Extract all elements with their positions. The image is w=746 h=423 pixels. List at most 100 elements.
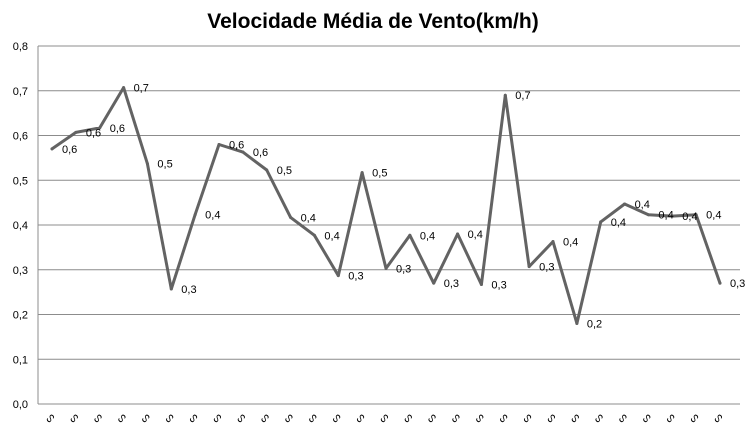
- x-tick-label: ᔕ: [425, 411, 439, 423]
- data-point: [98, 126, 102, 130]
- x-tick-label: ᔕ: [258, 411, 272, 423]
- x-tick-label: ᔕ: [592, 411, 606, 423]
- data-label: 0,4: [611, 217, 626, 229]
- data-label: 0,6: [229, 139, 244, 151]
- data-label: 0,5: [157, 159, 172, 171]
- data-point: [623, 202, 627, 206]
- x-tick-label: ᔕ: [568, 411, 582, 423]
- y-tick-label: 0,4: [13, 220, 28, 232]
- x-tick-label: ᔕ: [496, 411, 510, 423]
- data-label: 0,3: [181, 284, 196, 296]
- y-tick-label: 0,0: [13, 399, 28, 411]
- x-tick-label: ᔕ: [711, 411, 725, 423]
- gridlines: [37, 45, 740, 405]
- series-line: [50, 86, 722, 325]
- data-label: 0,4: [682, 211, 697, 223]
- data-label: 0,3: [396, 263, 411, 275]
- data-label: 0,5: [277, 165, 292, 177]
- data-point: [479, 283, 483, 287]
- x-tick-label: ᔕ: [139, 411, 153, 423]
- x-tick-label: ᔕ: [353, 411, 367, 423]
- y-tick-label: 0,7: [13, 86, 28, 98]
- data-label: 0,6: [62, 144, 77, 156]
- data-point: [50, 147, 54, 151]
- data-point: [289, 215, 293, 219]
- x-tick-label: ᔕ: [162, 411, 176, 423]
- x-tick-label: ᔕ: [401, 411, 415, 423]
- data-label: 0,4: [635, 199, 650, 211]
- x-tick-label: ᔕ: [473, 411, 487, 423]
- x-tick-label: ᔕ: [377, 411, 391, 423]
- data-point: [145, 162, 149, 166]
- y-tick-label: 0,5: [13, 175, 28, 187]
- data-label: 0,3: [491, 280, 506, 292]
- data-label: 0,4: [301, 212, 316, 224]
- data-label: 0,4: [324, 230, 339, 242]
- data-point: [527, 265, 531, 269]
- data-point: [456, 232, 460, 236]
- x-tick-label: ᔕ: [282, 411, 296, 423]
- x-tick-label: ᔕ: [115, 411, 129, 423]
- x-tick-label: ᔕ: [234, 411, 248, 423]
- y-axis-tick-labels: 0,0 0,1 0,2 0,3 0,4 0,5 0,6 0,7 0,8: [13, 41, 28, 411]
- y-tick-label: 0,1: [13, 354, 28, 366]
- y-tick-label: 0,6: [13, 131, 28, 143]
- data-label: 0,3: [444, 278, 459, 290]
- data-label: 0,4: [658, 210, 673, 222]
- data-point: [122, 86, 126, 90]
- x-tick-label: ᔕ: [640, 411, 654, 423]
- data-label: 0,6: [253, 147, 268, 159]
- y-tick-label: 0,8: [13, 41, 28, 53]
- data-point: [432, 281, 436, 285]
- data-point: [408, 233, 412, 237]
- y-tick-label: 0,2: [13, 310, 28, 322]
- data-label: 0,2: [587, 318, 602, 330]
- data-point: [384, 266, 388, 270]
- data-point: [360, 171, 364, 175]
- data-labels: 0,6 0,6 0,6 0,7 0,5 0,3 0,4 0,6 0,6 0,5 0,4 0,4 0,3 0…: [62, 83, 745, 331]
- data-point: [670, 214, 674, 218]
- x-tick-label: ᔕ: [449, 411, 463, 423]
- x-tick-label: ᔕ: [520, 411, 534, 423]
- x-tick-label: ᔕ: [186, 411, 200, 423]
- x-tick-label: ᔕ: [306, 411, 320, 423]
- data-label: 0,7: [515, 90, 530, 102]
- data-point: [718, 281, 722, 285]
- data-label: 0,6: [86, 127, 101, 139]
- x-tick-label: ᔕ: [616, 411, 630, 423]
- data-point: [265, 168, 269, 172]
- chart-title: Velocidade Média de Vento(km/h): [207, 10, 538, 33]
- data-point: [312, 233, 316, 237]
- x-tick-label: ᔕ: [687, 411, 701, 423]
- data-label: 0,5: [372, 168, 387, 180]
- x-tick-label: ᔕ: [329, 411, 343, 423]
- x-tick-label: ᔕ: [43, 411, 57, 423]
- data-label: 0,4: [468, 229, 483, 241]
- x-tick-label: ᔕ: [663, 411, 677, 423]
- data-point: [217, 142, 221, 146]
- x-tick-label: ᔕ: [210, 411, 224, 423]
- data-point: [336, 274, 340, 278]
- data-label: 0,6: [110, 123, 125, 135]
- data-label: 0,3: [348, 271, 363, 283]
- x-tick-label: ᔕ: [544, 411, 558, 423]
- data-point: [646, 213, 650, 217]
- data-point: [241, 150, 245, 154]
- data-point: [575, 321, 579, 325]
- data-point: [193, 213, 197, 217]
- x-tick-label: ᔕ: [67, 411, 81, 423]
- y-tick-label: 0,3: [13, 265, 28, 277]
- data-label: 0,4: [205, 210, 220, 222]
- data-point: [169, 287, 173, 291]
- data-point: [503, 93, 507, 97]
- data-label: 0,3: [730, 278, 745, 290]
- data-label: 0,4: [420, 230, 435, 242]
- data-point: [599, 220, 603, 224]
- x-tick-label: ᔕ: [91, 411, 105, 423]
- data-point: [74, 130, 78, 134]
- data-label: 0,3: [539, 262, 554, 274]
- data-label: 0,7: [134, 83, 149, 95]
